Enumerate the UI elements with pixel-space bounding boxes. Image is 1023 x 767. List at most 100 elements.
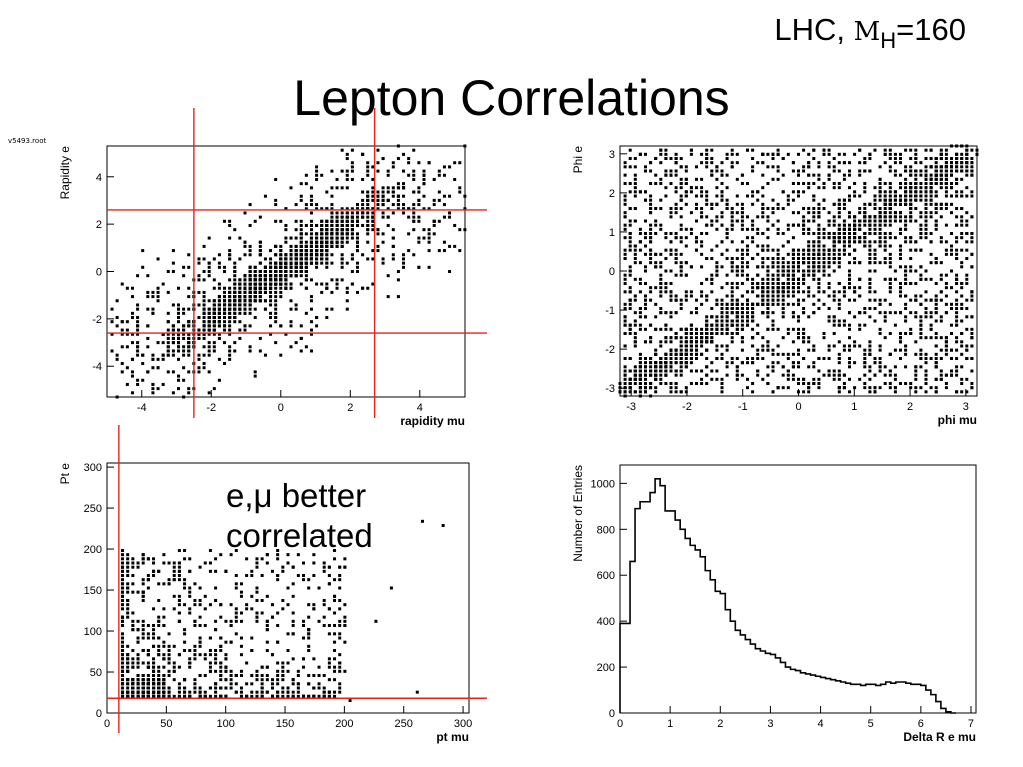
scatter-point [166, 349, 170, 353]
scatter-point [914, 173, 918, 177]
scatter-point [304, 345, 308, 349]
scatter-point [944, 194, 948, 198]
scatter-point [909, 236, 913, 240]
scatter-point [786, 294, 790, 298]
scatter-point [883, 382, 887, 385]
scatter-point [791, 290, 795, 294]
scatter-point [664, 327, 668, 331]
scatter-point [807, 336, 811, 340]
scatter-point [842, 386, 846, 390]
scatter-point [376, 203, 380, 207]
x-axis-label: rapidity mu [400, 414, 465, 428]
scatter-point [243, 324, 247, 328]
scatter-point [888, 236, 892, 240]
scatter-point [243, 303, 247, 307]
scatter-point [797, 327, 800, 331]
scatter-point [330, 228, 334, 232]
scatter-point [228, 328, 232, 332]
scatter-point [868, 269, 872, 273]
scatter-point [797, 361, 800, 365]
scatter-point [371, 186, 375, 190]
scatter-point [432, 198, 436, 202]
scatter-point [776, 257, 780, 260]
scatter-point [315, 173, 319, 177]
scatter-point [950, 186, 953, 190]
scatter-point [848, 173, 851, 177]
scatter-point [284, 257, 288, 261]
scatter-point [623, 215, 627, 219]
scatter-point [623, 211, 627, 215]
scatter-point [725, 173, 729, 177]
scatter-point [914, 369, 918, 373]
scatter-point [294, 249, 298, 253]
scatter-point [274, 198, 278, 202]
x-tick-label: 2 [907, 401, 913, 413]
scatter-point [320, 261, 324, 265]
scatter-point [848, 365, 851, 369]
scatter-point [166, 290, 170, 294]
scatter-point [217, 316, 221, 320]
scatter-point [228, 316, 232, 320]
scatter-point [674, 232, 678, 235]
scatter-point [233, 261, 237, 265]
scatter-point [659, 152, 663, 156]
scatter-point [649, 323, 653, 327]
scatter-point [904, 332, 908, 335]
scatter-point [802, 219, 806, 223]
scatter-point [970, 194, 974, 198]
scatter-point [751, 202, 755, 206]
scatter-point [207, 236, 211, 240]
scatter-point [746, 386, 749, 390]
scatter-point [320, 290, 324, 294]
scatter-point [207, 274, 211, 278]
scatter-point [664, 194, 668, 198]
scatter-point [924, 157, 928, 160]
scatter-point [832, 165, 836, 169]
scatter-point [238, 320, 242, 324]
scatter-point [679, 186, 683, 190]
scatter-point [766, 152, 770, 156]
scatter-point [786, 332, 790, 335]
scatter-point [883, 148, 887, 152]
scatter-point [924, 390, 928, 394]
scatter-point [207, 307, 211, 311]
scatter-point [766, 307, 770, 310]
scatter-point [669, 386, 673, 390]
scatter-point [934, 177, 938, 181]
scatter-point [955, 390, 959, 394]
scatter-point [700, 344, 704, 348]
scatter-point [253, 299, 257, 303]
scatter-point [888, 277, 892, 281]
scatter-point [679, 365, 683, 369]
scatter-point [628, 323, 632, 327]
scatter-point [934, 390, 938, 394]
scatter-point [238, 257, 242, 261]
scatter-point [412, 207, 416, 211]
scatter-point [878, 357, 882, 360]
scatter-point [442, 203, 446, 207]
scatter-point [417, 161, 421, 165]
scatter-point [807, 219, 811, 223]
scatter-point [720, 386, 724, 390]
scatter-point [955, 277, 959, 281]
scatter-point [248, 290, 252, 294]
scatter-point [878, 348, 882, 352]
scatter-point [177, 387, 181, 391]
scatter-point [914, 177, 918, 181]
scatter-point [207, 328, 211, 332]
scatter-point [396, 182, 400, 186]
scatter-point [878, 223, 882, 227]
scatter-point [432, 219, 436, 223]
scatter-point [146, 307, 150, 311]
scatter-point [914, 365, 918, 369]
scatter-point [320, 253, 324, 257]
scatter-point [802, 227, 806, 231]
scatter-point [654, 157, 658, 160]
scatter-point [914, 352, 918, 356]
scatter-point [904, 382, 908, 385]
scatter-point [623, 290, 627, 294]
scatter-point [628, 190, 632, 194]
scatter-point [827, 219, 831, 223]
scatter-point [212, 278, 216, 282]
scatter-point [705, 202, 709, 206]
